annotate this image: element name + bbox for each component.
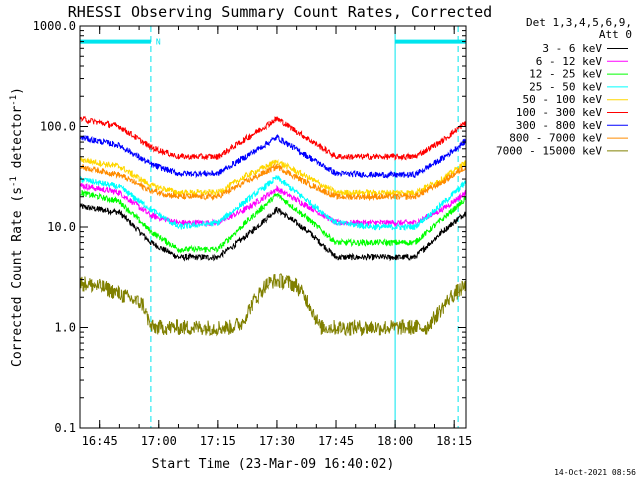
- chart-title: RHESSI Observing Summary Count Rates, Co…: [68, 3, 492, 21]
- legend-entry-label: 12 - 25 keV: [529, 68, 602, 81]
- x-tick-label: 17:00: [141, 434, 177, 448]
- x-tick-label: 17:15: [200, 434, 236, 448]
- series-line: [79, 175, 467, 231]
- y-axis-label-mid: detector: [10, 106, 25, 177]
- series-line: [79, 133, 467, 179]
- legend-entry-label: 6 - 12 keV: [536, 55, 603, 68]
- generated-timestamp: 14-Oct-2021 08:56: [554, 468, 636, 477]
- y-axis-label-sup2: -1: [9, 95, 19, 106]
- legend-entry-label: 3 - 6 keV: [542, 42, 602, 55]
- legend-entry-label: 7000 - 15000 keV: [496, 144, 602, 157]
- legend-entry-label: 25 - 50 keV: [529, 80, 602, 93]
- y-tick-label: 1.0: [54, 321, 76, 335]
- y-axis-label-end: ): [10, 87, 25, 95]
- legend-entry-label: 50 - 100 keV: [523, 93, 603, 106]
- series-group: [79, 115, 467, 337]
- x-tick-label: 17:45: [318, 434, 354, 448]
- series-line: [79, 115, 467, 161]
- legend-attenuator: Att 0: [599, 28, 632, 41]
- y-tick-label: 1000.0: [33, 19, 76, 33]
- plot-frame: [79, 25, 467, 429]
- series-line: [79, 156, 467, 198]
- legend-entry-label: 800 - 7000 keV: [509, 132, 602, 145]
- legend-header: Det 1,3,4,5,6,9, Att 0: [526, 16, 632, 41]
- y-axis-label-main: Corrected Count Rate (s: [10, 187, 25, 367]
- y-axis-label: Corrected Count Rate (s-1 detector-1): [9, 87, 25, 367]
- x-tick-label: 18:15: [436, 434, 472, 448]
- y-axis: 0.1 1.0 10.0 100.0 1000.0: [33, 19, 466, 435]
- x-axis: 16:45 17:00 17:15 17:30 17:45 18:00 18:15: [79, 26, 472, 448]
- series-line: [79, 182, 467, 228]
- series-line: [79, 163, 467, 202]
- legend-detectors: Det 1,3,4,5,6,9,: [526, 16, 632, 29]
- legend-entry-label: 100 - 300 keV: [516, 106, 602, 119]
- attenuator-bar-label: N: [156, 38, 161, 47]
- y-axis-label-sup1: -1: [9, 176, 19, 187]
- x-tick-label: 18:00: [377, 434, 413, 448]
- series-line: [79, 189, 467, 254]
- x-axis-label: Start Time (23-Mar-09 16:40:02): [152, 457, 395, 472]
- x-tick-label: 16:45: [82, 434, 118, 448]
- y-tick-label: 10.0: [47, 220, 76, 234]
- series-line: [79, 203, 467, 262]
- y-tick-label: 100.0: [40, 120, 76, 134]
- series-line: [79, 273, 467, 337]
- attenuator-bars: N: [80, 38, 466, 47]
- x-tick-label: 17:30: [259, 434, 295, 448]
- y-tick-label: 0.1: [54, 421, 76, 435]
- legend-entry-label: 300 - 800 keV: [516, 119, 602, 132]
